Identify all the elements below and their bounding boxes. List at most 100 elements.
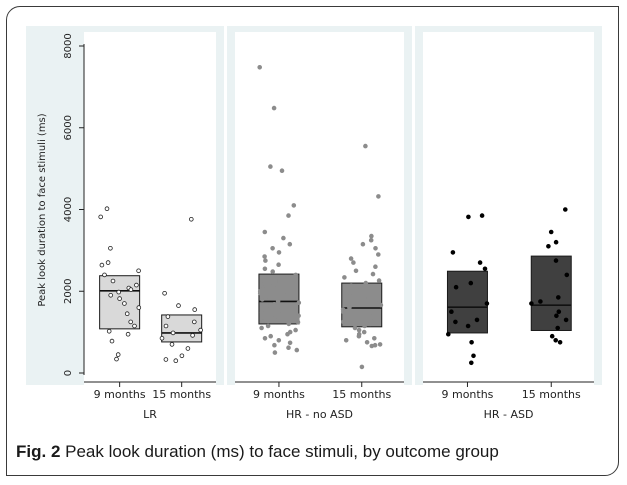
data-point-2-1-10	[554, 313, 559, 319]
data-point-1-1-32	[367, 321, 373, 327]
data-point-1-1-26	[340, 309, 346, 315]
data-point-1-1-24	[347, 305, 352, 310]
data-point-1-0-2	[268, 164, 273, 169]
data-point-1-1-13	[376, 278, 382, 283]
data-point-1-0-42	[265, 323, 271, 329]
data-point-0-0-12	[108, 292, 113, 298]
data-point-1-1-29	[369, 315, 375, 321]
data-point-2-1-12	[555, 325, 560, 331]
data-point-1-0-9	[270, 246, 275, 251]
data-point-1-0-7	[281, 235, 286, 241]
data-point-2-1-2	[553, 239, 559, 245]
data-point-1-1-5	[373, 246, 378, 251]
data-point-0-0-20	[125, 331, 131, 337]
data-point-0-0-8	[134, 282, 139, 288]
data-point-1-0-10	[276, 250, 282, 255]
data-point-1-1-8	[351, 260, 356, 265]
data-point-0-0-17	[128, 319, 134, 325]
data-point-0-1-8	[170, 330, 176, 336]
data-point-1-1-19	[350, 292, 356, 298]
data-point-1-0-0	[257, 65, 263, 70]
data-point-1-1-0	[363, 143, 368, 149]
data-point-1-1-34	[352, 325, 358, 331]
data-point-2-0-1	[466, 214, 471, 220]
data-point-1-0-20	[270, 283, 276, 289]
data-point-1-0-49	[276, 337, 282, 343]
data-point-1-0-17	[284, 275, 290, 281]
data-point-0-0-2	[108, 246, 113, 251]
data-point-2-1-0	[562, 207, 568, 212]
data-point-0-1-10	[159, 335, 165, 341]
data-point-1-1-4	[360, 241, 366, 247]
data-point-0-1-6	[163, 323, 169, 329]
data-point-2-0-8	[449, 309, 454, 315]
y-tick-label-8000: 8000	[63, 33, 74, 58]
data-point-1-1-42	[377, 342, 383, 347]
data-point-2-1-11	[563, 317, 569, 323]
data-point-1-1-35	[356, 327, 362, 333]
data-point-1-0-18	[276, 278, 282, 284]
data-point-1-0-12	[263, 258, 268, 263]
data-point-1-0-52	[286, 345, 291, 351]
data-point-1-0-19	[261, 281, 267, 287]
data-point-1-1-22	[373, 300, 378, 306]
data-point-2-0-12	[445, 331, 451, 337]
x-tick-label-0-1: 15 months	[152, 388, 211, 401]
x-tick-label-2-0: 9 months	[441, 388, 493, 401]
data-point-1-0-54	[272, 350, 278, 355]
data-point-2-1-4	[553, 258, 559, 263]
data-point-1-0-48	[262, 335, 268, 341]
data-point-0-0-0	[104, 206, 110, 212]
data-point-0-0-23	[114, 356, 119, 362]
data-point-0-0-4	[99, 262, 105, 268]
data-point-0-1-9	[190, 333, 195, 338]
data-point-0-1-13	[179, 353, 185, 359]
data-point-1-1-15	[348, 283, 354, 288]
data-point-2-0-10	[453, 319, 458, 325]
data-point-1-0-1	[271, 105, 277, 111]
data-point-2-0-14	[471, 353, 476, 359]
data-point-1-1-16	[358, 285, 364, 291]
data-point-0-1-11	[169, 342, 175, 347]
data-point-1-0-15	[270, 269, 276, 274]
data-point-0-1-14	[163, 357, 169, 362]
data-point-1-1-3	[368, 237, 374, 243]
data-point-1-1-6	[375, 252, 381, 257]
data-point-0-0-11	[116, 289, 121, 295]
data-point-2-1-8	[529, 301, 534, 306]
data-point-1-1-2	[369, 233, 374, 239]
data-point-2-0-13	[469, 339, 474, 345]
y-tick-label-4000: 4000	[63, 197, 74, 222]
data-point-1-1-1	[376, 194, 381, 199]
data-point-1-0-5	[286, 213, 291, 218]
data-point-0-1-0	[189, 217, 194, 222]
data-point-1-1-41	[364, 339, 370, 345]
data-point-1-1-40	[343, 337, 349, 343]
y-tick-label-2000: 2000	[63, 279, 74, 304]
data-point-1-0-16	[293, 272, 299, 278]
data-point-1-0-43	[259, 325, 264, 331]
data-point-1-0-46	[285, 331, 290, 337]
x-tick-label-1-1: 15 months	[332, 388, 391, 401]
caption-label: Fig. 2	[16, 442, 61, 461]
data-point-2-1-5	[564, 272, 570, 278]
box-0-0	[99, 275, 141, 330]
data-point-1-0-25	[266, 295, 272, 300]
data-point-1-0-29	[271, 301, 277, 307]
data-point-2-1-3	[546, 244, 551, 249]
data-point-2-1-13	[549, 333, 555, 339]
data-point-1-0-35	[280, 311, 285, 317]
figure-caption: Fig. 2 Peak look duration (ms) to face s…	[16, 442, 499, 462]
data-point-1-0-53	[294, 347, 300, 353]
data-point-1-1-18	[345, 290, 351, 296]
box-0-1	[161, 314, 203, 343]
data-point-1-0-34	[259, 310, 265, 315]
data-point-1-0-23	[257, 290, 263, 296]
data-point-2-1-6	[555, 295, 561, 300]
x-tick-label-1-0: 9 months	[253, 388, 305, 401]
data-point-2-0-4	[482, 266, 488, 272]
data-point-1-0-40	[295, 319, 301, 325]
data-point-1-0-11	[262, 254, 267, 259]
data-point-0-1-1	[162, 290, 167, 296]
data-point-1-0-26	[259, 297, 265, 302]
